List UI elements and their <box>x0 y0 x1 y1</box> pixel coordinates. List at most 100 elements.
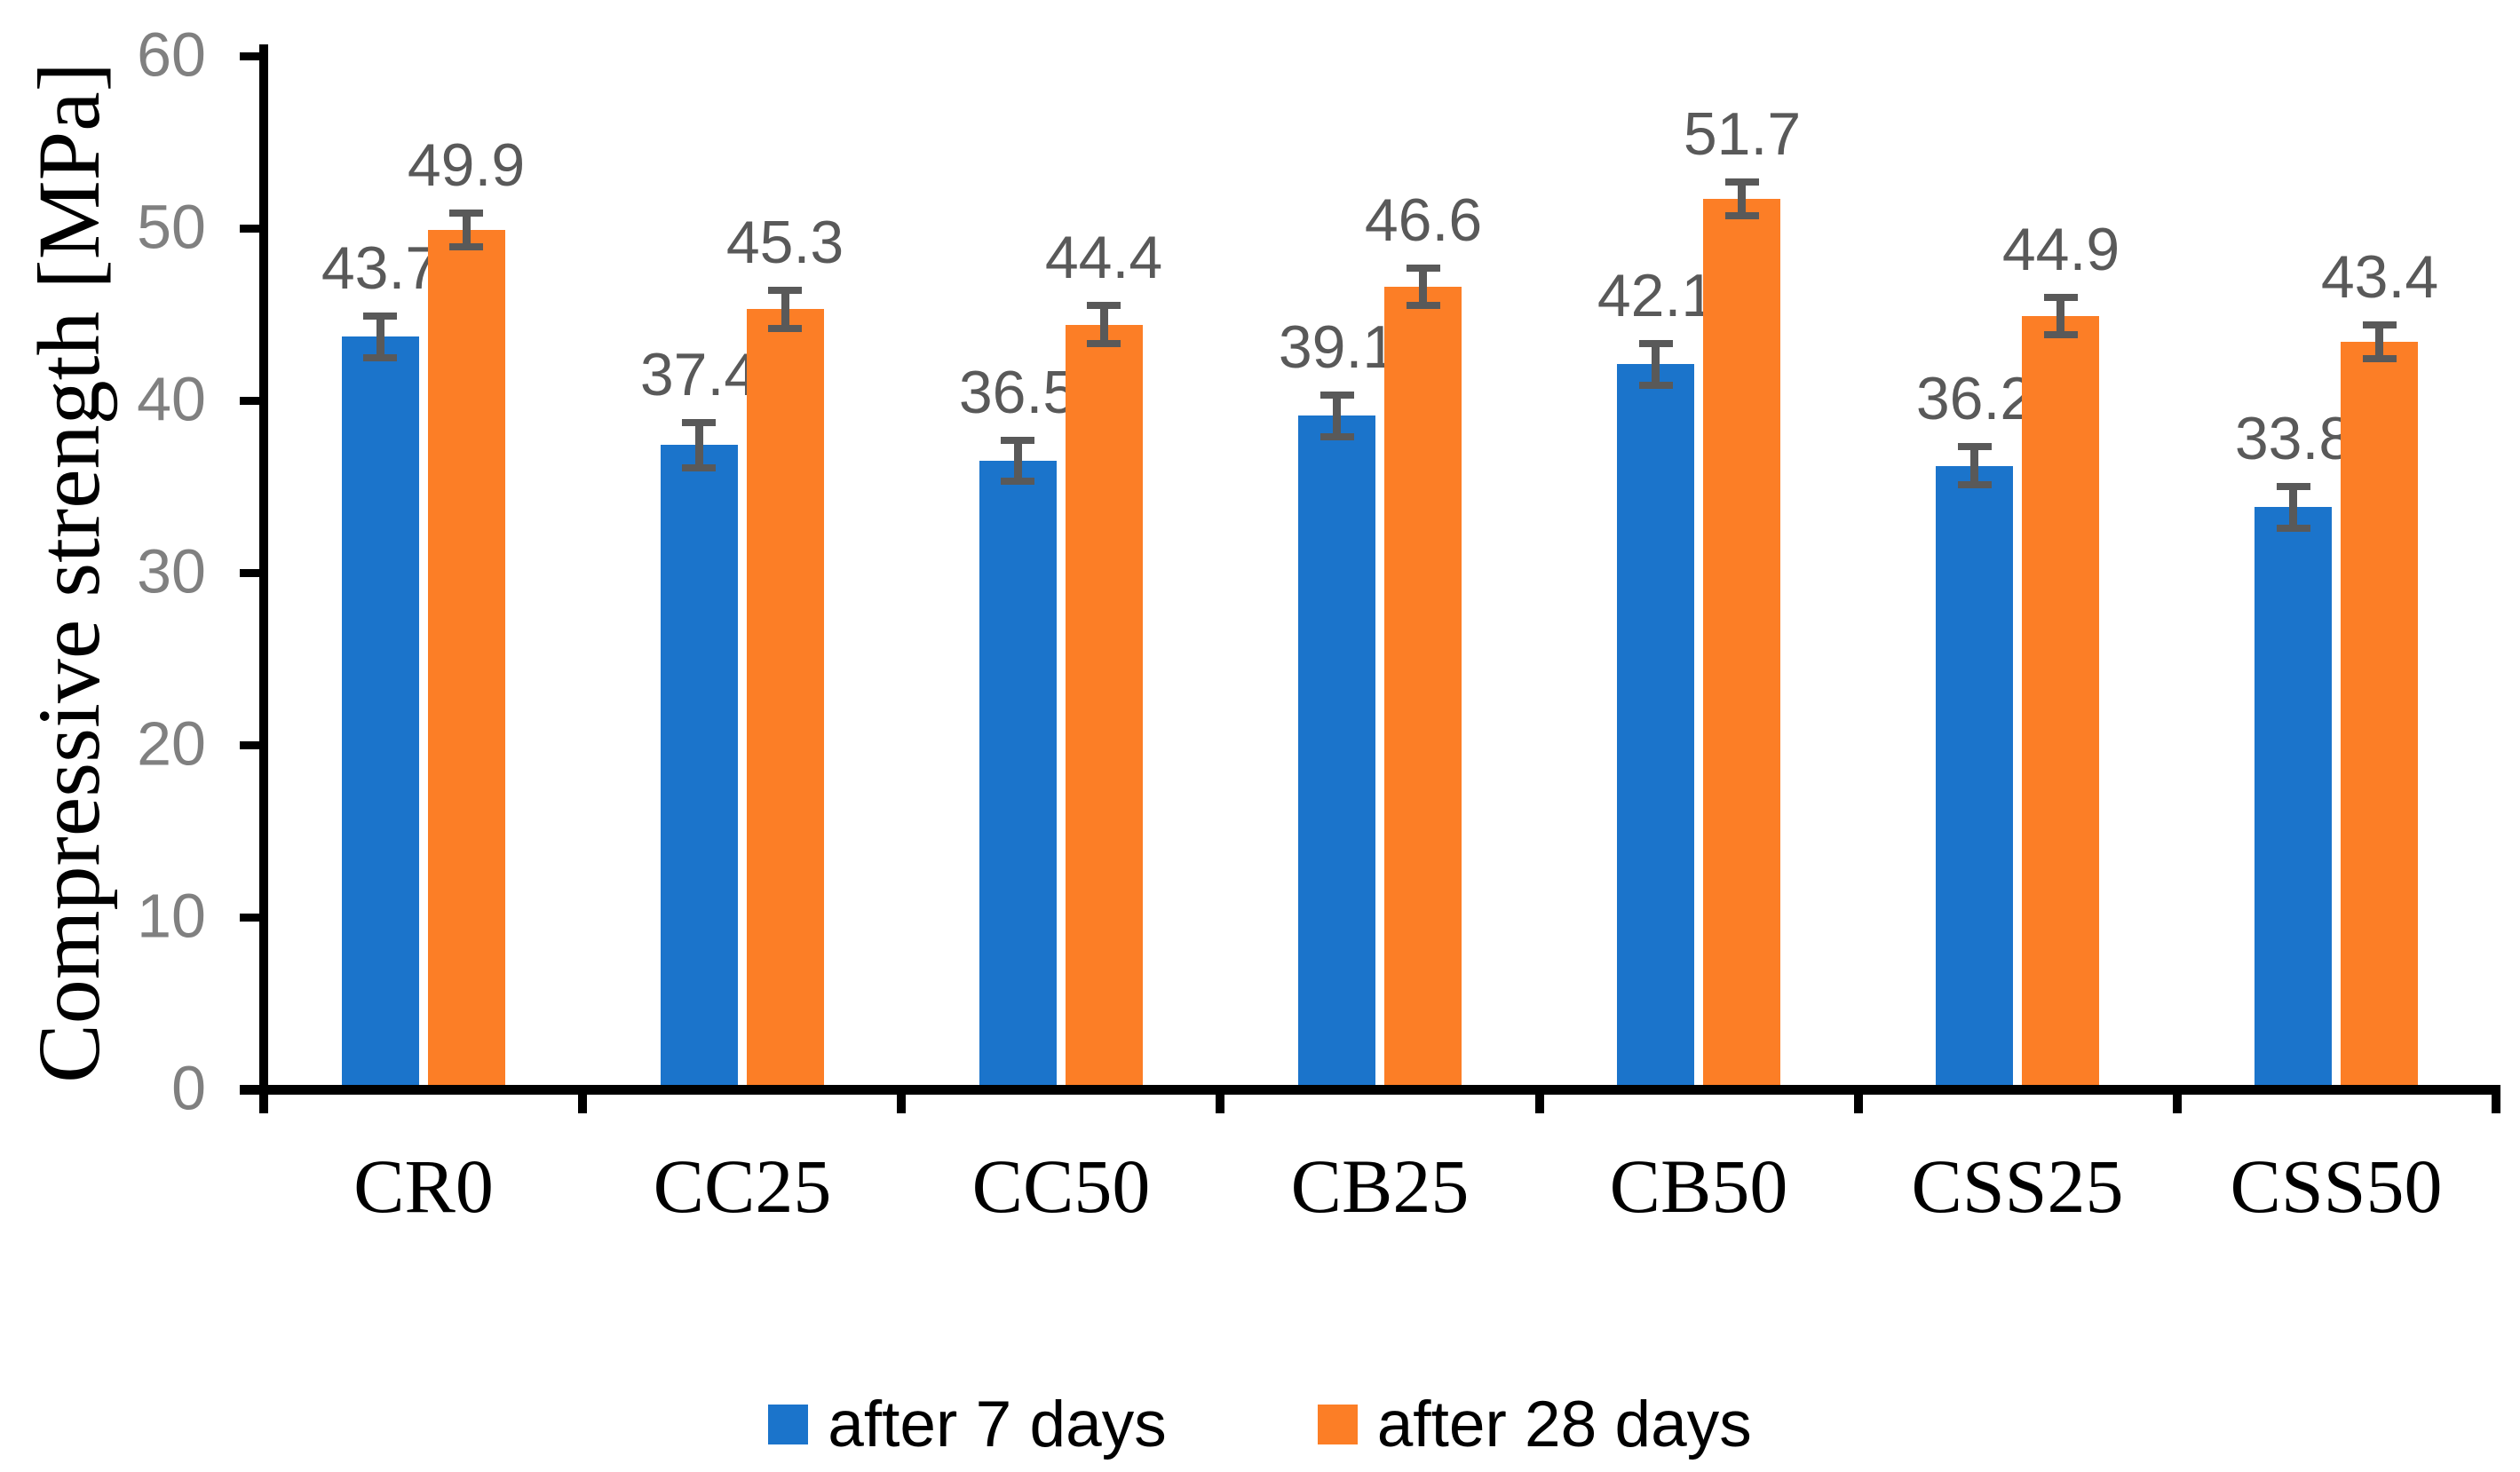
data-label-0-6: 33.8 <box>2234 405 2353 472</box>
bar-after-28-days-CC25 <box>747 309 824 1089</box>
error-bar-cap-top-0-0 <box>363 313 397 320</box>
data-label-0-1: 37.4 <box>639 341 758 408</box>
bar-after-7-days-CSS25 <box>1936 466 2013 1089</box>
data-label-0-2: 36.5 <box>958 359 1077 426</box>
bar-after-28-days-CR0 <box>428 230 505 1089</box>
error-bar-cap-bottom-0-1 <box>682 464 716 471</box>
error-bar-line-1-6 <box>2375 325 2383 360</box>
error-bar-cap-top-0-5 <box>1958 443 1992 450</box>
bar-after-28-days-CC50 <box>1066 325 1143 1089</box>
category-label-CC25: CC25 <box>653 1144 832 1229</box>
error-bar-cap-top-1-5 <box>2044 294 2078 301</box>
error-bar-cap-bottom-0-5 <box>1958 481 1992 488</box>
legend-swatch-after-7-days <box>768 1405 809 1444</box>
error-bar-cap-top-0-4 <box>1639 340 1673 347</box>
error-bar-cap-bottom-1-3 <box>1407 302 1440 309</box>
data-label-1-6: 43.4 <box>2320 243 2439 311</box>
bar-after-7-days-CSS50 <box>2255 507 2332 1089</box>
error-bar-line-0-3 <box>1333 395 1341 437</box>
error-bar-line-0-5 <box>1970 447 1978 485</box>
y-axis-title: Compressive strength [MPa] <box>20 62 118 1083</box>
error-bar-cap-top-0-3 <box>1320 392 1354 399</box>
category-label-CB50: CB50 <box>1609 1144 1788 1229</box>
y-tick-40 <box>240 397 268 405</box>
error-bar-line-1-1 <box>781 290 789 328</box>
error-bar-cap-bottom-1-0 <box>449 243 483 250</box>
error-bar-line-0-2 <box>1014 440 1022 482</box>
data-label-0-3: 39.1 <box>1278 313 1397 381</box>
category-label-CR0: CR0 <box>353 1144 494 1229</box>
legend: after 7 days after 28 days <box>0 1392 2520 1457</box>
error-bar-line-0-0 <box>376 316 384 358</box>
error-bar-line-1-4 <box>1738 182 1746 217</box>
data-label-1-0: 49.9 <box>407 131 526 199</box>
data-label-1-5: 44.9 <box>2001 216 2120 283</box>
error-bar-cap-bottom-0-0 <box>363 354 397 361</box>
error-bar-cap-bottom-0-6 <box>2277 525 2310 532</box>
data-label-1-4: 51.7 <box>1683 100 1802 168</box>
data-label-1-2: 44.4 <box>1044 224 1163 291</box>
bar-after-28-days-CB25 <box>1384 287 1462 1089</box>
error-bar-line-1-3 <box>1419 268 1427 306</box>
error-bar-cap-bottom-0-4 <box>1639 382 1673 389</box>
x-boundary-tick-5 <box>1854 1085 1863 1113</box>
y-tick-50 <box>240 225 268 233</box>
y-tick-label-50: 50 <box>137 192 206 262</box>
y-tick-20 <box>240 741 268 749</box>
bar-after-28-days-CSS50 <box>2341 342 2418 1089</box>
error-bar-cap-top-0-6 <box>2277 483 2310 490</box>
legend-swatch-after-28-days <box>1317 1405 1358 1444</box>
x-boundary-tick-3 <box>1216 1085 1224 1113</box>
category-label-CSS50: CSS50 <box>2230 1144 2443 1229</box>
error-bar-cap-top-0-2 <box>1001 437 1034 444</box>
data-label-0-5: 36.2 <box>1915 365 2034 432</box>
y-tick-label-40: 40 <box>137 364 206 434</box>
error-bar-cap-bottom-1-6 <box>2363 355 2397 362</box>
x-boundary-tick-1 <box>578 1085 587 1113</box>
error-bar-cap-bottom-1-1 <box>768 325 802 332</box>
error-bar-cap-top-1-2 <box>1087 302 1121 309</box>
category-label-CSS25: CSS25 <box>1911 1144 2124 1229</box>
bar-after-7-days-CR0 <box>342 336 419 1089</box>
legend-label-after-28-days: after 28 days <box>1376 1389 1752 1460</box>
x-boundary-tick-4 <box>1535 1085 1544 1113</box>
error-bar-line-1-5 <box>2056 297 2064 336</box>
y-tick-label-60: 60 <box>137 20 206 90</box>
category-label-CC50: CC50 <box>971 1144 1151 1229</box>
data-label-0-4: 42.1 <box>1597 262 1716 329</box>
error-bar-line-0-4 <box>1652 344 1660 385</box>
error-bar-cap-bottom-0-3 <box>1320 433 1354 440</box>
y-axis-line <box>259 44 268 1113</box>
error-bar-cap-bottom-1-2 <box>1087 340 1121 347</box>
bar-after-7-days-CB50 <box>1617 364 1694 1089</box>
error-bar-cap-top-1-0 <box>449 210 483 217</box>
error-bar-cap-bottom-1-5 <box>2044 331 2078 338</box>
data-label-0-0: 43.7 <box>321 234 440 302</box>
y-tick-label-10: 10 <box>137 881 206 951</box>
x-boundary-tick-2 <box>897 1085 906 1113</box>
error-bar-line-0-1 <box>695 423 703 467</box>
x-boundary-tick-6 <box>2173 1085 2182 1113</box>
bar-after-7-days-CB25 <box>1298 415 1375 1089</box>
error-bar-cap-bottom-0-2 <box>1001 478 1034 485</box>
error-bar-cap-top-0-1 <box>682 419 716 426</box>
x-axis-line <box>240 1085 2498 1095</box>
bar-after-28-days-CSS25 <box>2022 316 2099 1089</box>
x-boundary-tick-7 <box>2492 1085 2500 1113</box>
y-tick-10 <box>240 914 268 922</box>
category-label-CB25: CB25 <box>1290 1144 1470 1229</box>
error-bar-cap-top-1-6 <box>2363 321 2397 328</box>
legend-item-after-7-days: after 7 days <box>768 1389 1167 1460</box>
legend-item-after-28-days: after 28 days <box>1317 1389 1752 1460</box>
error-bar-line-1-0 <box>463 213 471 248</box>
y-tick-60 <box>240 52 268 60</box>
y-tick-label-0: 0 <box>171 1053 206 1123</box>
error-bar-cap-top-1-1 <box>768 287 802 294</box>
data-label-1-3: 46.6 <box>1364 186 1483 254</box>
data-label-1-1: 45.3 <box>725 209 844 276</box>
bar-after-28-days-CB50 <box>1703 199 1780 1089</box>
legend-label-after-7-days: after 7 days <box>828 1389 1167 1460</box>
bar-after-7-days-CC25 <box>661 445 738 1089</box>
y-tick-label-30: 30 <box>137 536 206 606</box>
